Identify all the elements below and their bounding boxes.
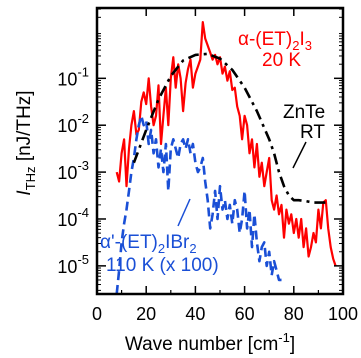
x-axis-title-close: ] [290,334,295,355]
annotation-black-line1: ZnTe [283,102,325,123]
series-line-1 [115,21,337,267]
annotation-blue-prefix: α'-(ET) [100,232,158,253]
series-layer [115,21,337,295]
y-axis-title-symbol: I [14,190,35,196]
y-axis-title-subscript: THz [23,166,38,190]
annotation-blue-name: α'-(ET)2IBr2 [100,232,197,256]
annotation-black-leader [292,141,307,169]
annotation-red-temp: 20 K [262,50,301,71]
x-tick-label: 60 [235,304,255,324]
ticks-layer: 0 20 40 60 80 100 10-1 10-2 10-3 10-4 10-5 [57,8,358,324]
series-line-2 [115,114,282,295]
annotation-blue-leader [177,198,191,227]
annotation-blue-sub1: 2 [158,241,165,256]
series-line-3 [132,52,326,204]
annotation-red-prefix: α-(ET) [238,29,292,50]
annotation-blue-mid: IBr [165,232,190,253]
y-tick-label: 10-2 [57,111,89,136]
x-tick-label: 20 [136,304,156,324]
x-axis-title-superscript: -1 [278,330,290,345]
annotation-red-name: α-(ET)2I3 [238,29,312,53]
annotation-red-sub1: 2 [292,38,299,53]
annotation-black-line2: RT [300,122,325,143]
x-tick-label: 80 [284,304,304,324]
x-axis-title-main: Wave number [cm [125,334,278,355]
annotation-red-sub2: 3 [305,38,312,53]
y-tick-label: 10-4 [57,205,89,230]
annotation-blue-sub2: 2 [189,241,196,256]
x-tick-label: 100 [328,304,358,324]
y-tick-label: 10-5 [57,252,89,277]
x-tick-label: 40 [185,304,205,324]
annotation-red-mid: I [299,29,304,50]
x-axis-title: Wave number [cm-1] [125,330,295,355]
y-axis-title: ITHz [nJ/THz] [14,90,38,195]
y-tick-label: 10-3 [57,158,89,183]
y-tick-label: 10-1 [57,64,89,89]
annotation-blue-temp: 110 K (x 100) [106,255,219,276]
y-axis-title-unit: [nJ/THz] [14,90,35,166]
x-tick-label: 0 [92,304,102,324]
